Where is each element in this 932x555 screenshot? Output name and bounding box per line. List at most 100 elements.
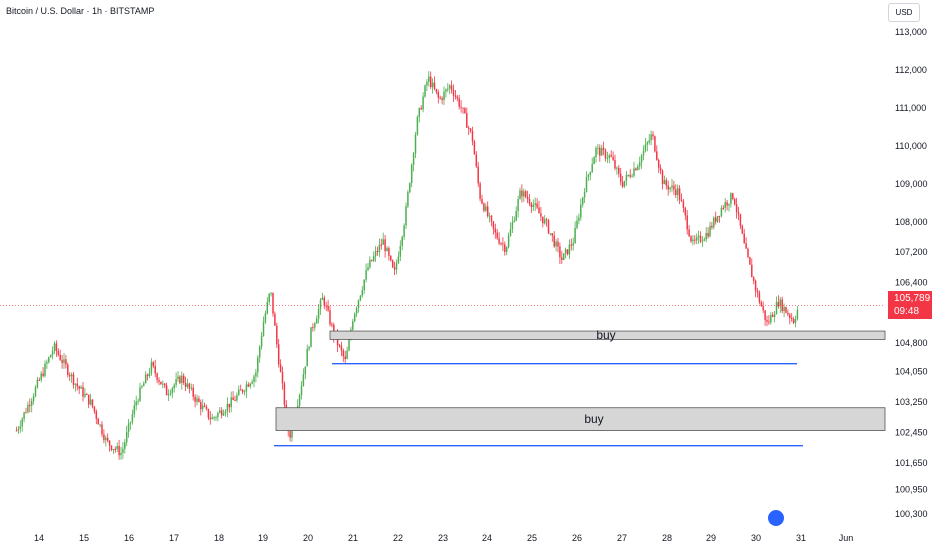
candle-body — [201, 405, 204, 410]
candle-body — [754, 280, 757, 291]
candle-body — [481, 198, 483, 204]
candle-body — [437, 92, 440, 98]
candle-body — [300, 385, 303, 396]
candle-body — [249, 383, 251, 387]
y-tick-label: 107,200 — [895, 247, 928, 257]
candle-body — [125, 432, 128, 443]
candle-body — [616, 167, 618, 169]
x-tick-label: 30 — [751, 533, 761, 543]
candle-body — [789, 314, 791, 319]
candle-body — [488, 215, 491, 217]
candle-body — [255, 372, 257, 377]
candle-body — [112, 449, 115, 451]
x-tick-label: 31 — [796, 533, 806, 543]
candle-body — [667, 185, 669, 190]
candle-body — [644, 144, 647, 151]
candle-body — [779, 299, 782, 307]
candle-body — [162, 383, 164, 385]
candle-body — [409, 183, 411, 193]
candle-body — [637, 166, 639, 171]
candle-body — [429, 76, 432, 87]
candle-body — [167, 394, 170, 396]
tradingview-logo-icon[interactable] — [768, 510, 784, 526]
candle-body — [542, 216, 544, 224]
candle-body — [441, 98, 443, 100]
buy-zone-label: buy — [596, 328, 615, 342]
candle-body — [716, 215, 719, 222]
candle-body — [340, 345, 343, 351]
candle-body — [129, 421, 132, 424]
candle-body — [570, 244, 573, 246]
candle-body — [397, 256, 400, 264]
candle-body — [391, 260, 394, 268]
candle-body — [424, 85, 426, 97]
bar-countdown: 09:48 — [894, 306, 920, 317]
candle-body — [53, 343, 56, 352]
candle-body — [790, 318, 793, 320]
candle-body — [787, 312, 789, 315]
candle-body — [610, 155, 612, 157]
candle-body — [494, 228, 497, 233]
candle-body — [245, 384, 248, 392]
candle-body — [395, 263, 398, 270]
candle-body — [524, 191, 527, 197]
candle-body — [650, 134, 652, 141]
candle-body — [420, 108, 422, 110]
candle-body — [555, 241, 557, 247]
candle-body — [705, 232, 707, 240]
candle-body — [103, 434, 105, 441]
candle-body — [257, 357, 259, 373]
x-tick-label: 22 — [393, 533, 403, 543]
candle-body — [625, 175, 628, 181]
candle-body — [604, 150, 607, 159]
candle-body — [59, 354, 61, 361]
currency-button[interactable]: USD — [888, 3, 920, 22]
candle-body — [42, 373, 44, 376]
candle-body — [688, 229, 690, 237]
candle-body — [91, 399, 94, 407]
candle-body — [327, 305, 329, 311]
candle-body — [720, 207, 723, 217]
candle-body — [640, 155, 643, 163]
candle-body — [456, 96, 459, 99]
candle-body — [627, 174, 630, 176]
candle-body — [120, 452, 122, 456]
candle-body — [707, 232, 709, 237]
candle-body — [382, 239, 384, 245]
candle-body — [777, 301, 780, 307]
candle-body — [448, 85, 451, 89]
candle-body — [57, 351, 60, 355]
candle-body — [452, 89, 455, 96]
x-tick-label: 24 — [482, 533, 492, 543]
candle-body — [179, 376, 181, 384]
candle-body — [289, 431, 291, 438]
candle-body — [718, 215, 721, 217]
candle-body — [171, 388, 174, 394]
candle-body — [321, 297, 324, 300]
candle-body — [460, 106, 462, 108]
candle-body — [536, 203, 538, 208]
candle-body — [319, 299, 322, 309]
candle-body — [258, 346, 261, 358]
candle-body — [686, 215, 688, 230]
candle-body — [188, 383, 191, 389]
candle-body — [403, 225, 405, 237]
candle-body — [458, 98, 460, 107]
candle-body — [454, 95, 457, 97]
candle-body — [61, 360, 63, 363]
candle-body — [760, 302, 763, 307]
candle-body — [509, 228, 512, 236]
candle-body — [312, 327, 314, 329]
candle-body — [158, 379, 160, 382]
candle-body — [490, 215, 493, 222]
candle-body — [462, 107, 464, 109]
candle-body — [253, 376, 255, 382]
candle-body — [771, 315, 774, 318]
candle-body — [619, 173, 622, 183]
candle-body — [593, 157, 595, 165]
x-tick-label: 29 — [706, 533, 716, 543]
candle-body — [298, 395, 301, 406]
candle-body — [684, 207, 687, 216]
